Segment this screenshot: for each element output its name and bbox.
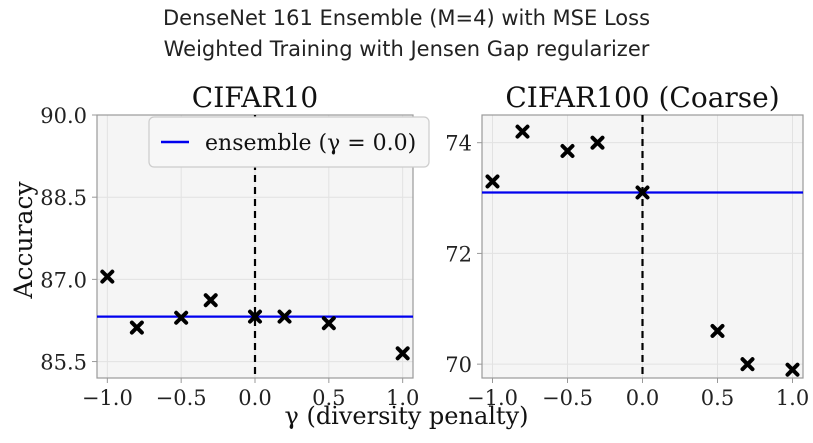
cifar100-data-point bbox=[785, 362, 800, 377]
figure-title-line1: DenseNet 161 Ensemble (M=4) with MSE Los… bbox=[162, 6, 651, 30]
cifar100-panel: −1.0 −0.5 0.0 0.5 1.0 70 72 74 CIFAR100 (Coarse) bbox=[445, 81, 809, 410]
cifar10-legend-box bbox=[148, 116, 430, 168]
cifar100-y-tick-label: 72 bbox=[445, 242, 472, 266]
cifar10-x-tick-label: 0.5 bbox=[312, 386, 345, 410]
cifar10-data-point bbox=[277, 309, 292, 324]
cifar100-x-tick-label: 0.5 bbox=[701, 386, 734, 410]
cifar10-x-tick-label: 0.0 bbox=[238, 386, 271, 410]
cifar10-legend-label: ensemble (γ = 0.0) bbox=[205, 131, 416, 156]
cifar10-data-point bbox=[203, 293, 218, 308]
cifar10-data-point bbox=[248, 309, 262, 324]
figure-title-line2: Weighted Training with Jensen Gap regula… bbox=[163, 37, 650, 61]
cifar100-y-tick-label: 70 bbox=[445, 353, 472, 377]
cifar10-data-point bbox=[100, 269, 115, 284]
cifar100-y-tick-label: 74 bbox=[445, 132, 472, 156]
cifar10-y-tick-label: 90.0 bbox=[40, 104, 87, 128]
cifar100-data-point bbox=[710, 323, 725, 338]
cifar10-x-tick-label: −1.0 bbox=[82, 386, 133, 410]
cifar100-x-tick-label: −0.5 bbox=[542, 386, 593, 410]
cifar10-x-tick-label: −0.5 bbox=[156, 386, 207, 410]
cifar100-panel-title: CIFAR100 (Coarse) bbox=[505, 81, 779, 114]
y-axis-label: Accuracy bbox=[9, 181, 38, 300]
cifar10-y-tick-label: 85.5 bbox=[40, 351, 87, 375]
cifar10-data-point bbox=[395, 346, 410, 361]
cifar100-x-tick-label: 0.0 bbox=[626, 386, 659, 410]
cifar10-panel-title: CIFAR10 bbox=[192, 81, 318, 114]
cifar100-data-point bbox=[515, 124, 530, 139]
cifar100-data-point bbox=[590, 135, 605, 150]
cifar10-data-point bbox=[174, 310, 189, 325]
cifar100-x-tick-label: 1.0 bbox=[776, 386, 809, 410]
x-axis-label: γ (diversity penalty) bbox=[284, 402, 529, 430]
cifar10-y-tick-label: 87.0 bbox=[40, 268, 87, 292]
cifar100-data-point bbox=[560, 143, 575, 158]
cifar10-data-point bbox=[129, 320, 144, 335]
cifar10-y-tick-label: 88.5 bbox=[40, 186, 87, 210]
cifar100-data-point bbox=[740, 357, 755, 372]
cifar10-x-tick-label: 1.0 bbox=[386, 386, 419, 410]
cifar10-panel: −1.0 −0.5 0.0 0.5 1.0 85.5 87.0 88.5 90.0 CIFAR10… bbox=[40, 81, 430, 410]
cifar10-data-point bbox=[321, 316, 336, 331]
cifar100-data-point bbox=[635, 185, 650, 200]
cifar100-x-tick-label: −1.0 bbox=[467, 386, 518, 410]
cifar100-data-point bbox=[485, 174, 500, 189]
